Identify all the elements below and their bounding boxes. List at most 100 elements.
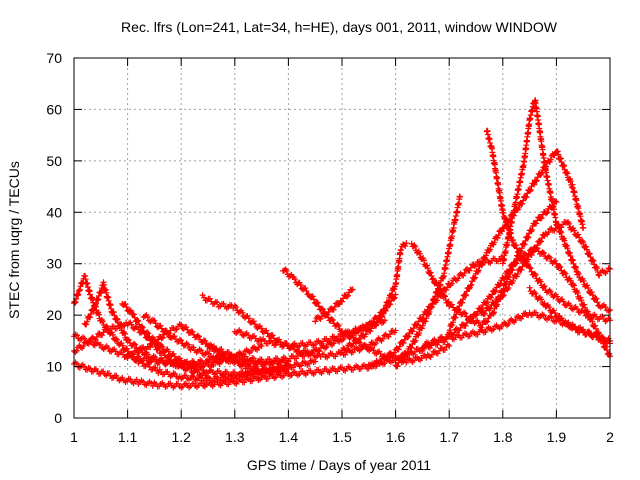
data-point: [173, 326, 180, 333]
data-point: [471, 275, 478, 282]
data-point: [505, 320, 512, 327]
x-tick-label: 1.5: [332, 429, 352, 445]
data-point: [567, 277, 574, 284]
data-point: [198, 347, 205, 354]
y-tick-label: 50: [46, 153, 62, 169]
data-point: [391, 286, 398, 293]
data-point: [84, 318, 91, 325]
data-point: [144, 351, 151, 358]
data-point: [452, 314, 459, 321]
data-point: [155, 370, 162, 377]
data-point: [494, 234, 501, 241]
data-point: [248, 347, 255, 354]
data-point: [202, 337, 209, 344]
data-point: [121, 330, 128, 337]
data-point: [80, 343, 87, 350]
data-point: [257, 341, 264, 348]
data-point: [561, 237, 568, 244]
data-point: [334, 321, 341, 328]
data-point: [159, 343, 166, 350]
data-point: [564, 170, 571, 177]
data-point: [396, 343, 403, 350]
data-point: [460, 309, 467, 316]
data-point: [594, 265, 601, 272]
data-point: [575, 231, 582, 238]
data-point: [540, 249, 547, 256]
data-point: [444, 284, 451, 291]
data-point: [580, 239, 587, 246]
data-point: [316, 347, 323, 354]
data-point: [325, 308, 332, 315]
data-point: [526, 284, 533, 291]
data-point: [194, 332, 201, 339]
data-point: [448, 280, 455, 287]
data-point: [539, 249, 546, 256]
data-point: [585, 284, 592, 291]
data-point: [312, 358, 319, 365]
data-point: [153, 339, 160, 346]
data-point: [541, 283, 548, 290]
data-point: [491, 239, 498, 246]
data-point: [573, 264, 580, 271]
data-point: [603, 346, 610, 353]
data-point: [99, 318, 106, 325]
data-point: [370, 363, 377, 370]
data-point: [527, 186, 534, 193]
data-point: [176, 336, 183, 343]
series-arc13: [312, 286, 356, 325]
data-point: [97, 341, 104, 348]
data-point: [241, 360, 248, 367]
data-point: [455, 307, 462, 314]
data-point: [466, 267, 473, 274]
data-point: [448, 301, 455, 308]
data-point: [462, 292, 469, 299]
data-point: [529, 226, 536, 233]
data-point: [563, 242, 570, 249]
data-point: [139, 324, 146, 331]
data-point: [566, 220, 573, 227]
data-point: [538, 170, 545, 177]
x-axis-label: GPS time / Days of year 2011: [247, 457, 431, 473]
data-point: [135, 318, 142, 325]
data-point: [462, 310, 469, 317]
data-point: [362, 331, 369, 338]
data-point: [302, 285, 309, 292]
data-point: [412, 337, 419, 344]
data-point: [381, 307, 388, 314]
data-point: [416, 250, 423, 257]
data-point: [511, 261, 518, 268]
data-point: [594, 299, 601, 306]
data-point: [525, 234, 532, 241]
data-point: [598, 335, 605, 342]
data-point: [377, 358, 384, 365]
data-point: [419, 322, 426, 329]
data-point: [538, 214, 545, 221]
data-point: [596, 272, 603, 279]
data-point: [526, 188, 533, 195]
data-point: [490, 309, 497, 316]
data-point: [210, 362, 217, 369]
data-point: [483, 319, 490, 326]
data-point: [87, 311, 94, 318]
series-arc19: [483, 127, 613, 325]
data-point: [125, 336, 132, 343]
data-point: [157, 322, 164, 329]
data-point: [595, 329, 602, 336]
data-point: [243, 346, 250, 353]
data-point: [589, 318, 596, 325]
data-point: [130, 311, 137, 318]
data-point: [583, 246, 590, 253]
data-point: [563, 169, 570, 176]
data-point: [551, 152, 558, 159]
data-point: [468, 318, 475, 325]
data-point: [532, 178, 539, 185]
data-point: [451, 329, 458, 336]
data-point: [569, 257, 576, 264]
x-tick-label: 1: [70, 429, 78, 445]
data-point: [520, 197, 527, 204]
data-point: [342, 328, 349, 335]
data-point: [560, 317, 567, 324]
data-point: [423, 262, 430, 269]
data-point: [144, 314, 151, 321]
